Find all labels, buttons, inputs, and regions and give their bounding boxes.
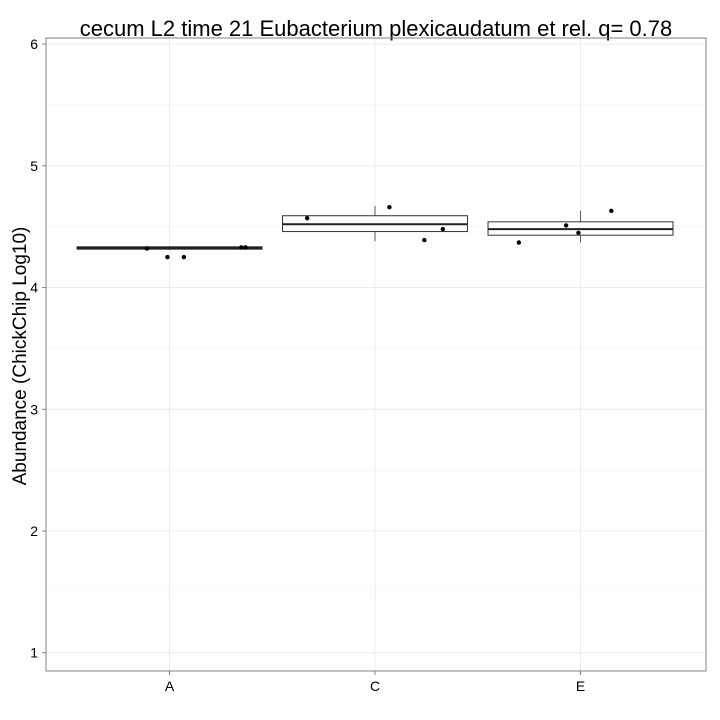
x-tick-label: E bbox=[576, 678, 585, 694]
y-axis-label: Abundance (ChickChip Log10) bbox=[10, 227, 31, 486]
data-point bbox=[516, 240, 522, 245]
plot-panel-border bbox=[45, 37, 707, 672]
y-tick-label: 6 bbox=[30, 36, 38, 52]
boxes bbox=[76, 205, 674, 250]
data-points bbox=[144, 205, 614, 260]
data-point bbox=[563, 223, 569, 228]
box-C bbox=[282, 205, 468, 242]
data-point bbox=[181, 254, 187, 260]
grid-lines bbox=[46, 38, 706, 671]
y-tick-label: 3 bbox=[30, 401, 38, 417]
box-A bbox=[76, 246, 263, 250]
box-E bbox=[487, 210, 674, 243]
data-point bbox=[243, 245, 248, 250]
data-point bbox=[144, 246, 150, 251]
data-point bbox=[387, 205, 392, 210]
x-tick-label: A bbox=[165, 678, 175, 694]
data-point bbox=[304, 215, 310, 221]
data-point bbox=[609, 208, 614, 214]
y-tick-label: 5 bbox=[30, 158, 38, 174]
x-tick-label: C bbox=[370, 678, 380, 694]
data-point bbox=[239, 245, 244, 250]
axes: 1 2 3 4 5 6 A C E bbox=[30, 36, 585, 694]
data-point bbox=[165, 254, 170, 260]
y-tick-label: 2 bbox=[30, 523, 38, 539]
data-point bbox=[440, 226, 446, 232]
y-tick-label: 1 bbox=[30, 645, 38, 661]
y-tick-label: 4 bbox=[30, 280, 38, 296]
data-point bbox=[422, 237, 427, 243]
chart-title: cecum L2 time 21 Eubacterium plexicaudat… bbox=[80, 16, 673, 41]
data-point bbox=[576, 230, 581, 235]
